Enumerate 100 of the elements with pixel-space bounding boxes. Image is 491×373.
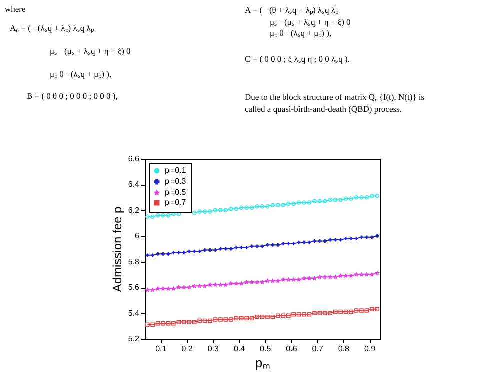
legend-label: pₗ=0.7 [165,198,187,207]
point [244,316,249,321]
point [198,318,202,324]
point [360,272,364,277]
point [150,214,155,219]
x-tick-label: 0.1 [156,344,168,354]
text: μₛ −(μₛ + λₛq + η + ξ) 0 [270,17,351,27]
point [323,311,328,316]
point [192,250,196,254]
point [203,284,208,288]
point [244,206,249,210]
point [338,310,343,314]
text: A = ( −(θ + λₛq + λₚ) λₛq λₚ [245,5,340,16]
point [234,207,239,212]
point [360,308,364,313]
point [302,200,306,205]
point [364,272,369,277]
point [375,307,380,312]
point [176,285,181,290]
point [281,203,286,208]
point [182,251,186,255]
point [208,282,212,287]
point [312,199,317,204]
point [307,276,312,280]
point [365,236,369,240]
point [240,282,244,286]
point [150,288,155,292]
point [156,286,160,291]
point [198,210,202,214]
point [213,318,218,322]
y-tick-label: 6 [135,232,140,241]
point [161,213,166,218]
point [244,280,249,284]
point [208,210,212,214]
text: called a quasi-birth-and-death (QBD) process. [245,104,402,114]
y-tick-label: 5.4 [128,308,140,318]
point [323,199,328,204]
point [239,206,244,210]
point [292,202,296,206]
point [323,275,328,280]
point [172,321,176,326]
point [302,276,306,280]
point [318,275,322,280]
point [250,206,254,210]
point [354,308,359,313]
point [276,243,280,247]
point [266,315,270,320]
point [297,278,302,282]
point [318,311,322,316]
point [281,314,286,318]
point [150,322,155,327]
point [276,279,280,283]
point [218,318,223,322]
point [292,278,296,282]
point [260,204,265,209]
point [370,272,374,277]
legend-label: pₗ=0.1 [165,166,187,175]
point [234,246,238,250]
point [334,275,338,280]
point [188,250,192,254]
point [224,318,228,322]
y-tick-label: 6.4 [128,180,140,190]
point [202,318,208,324]
point [364,195,370,200]
point [323,240,327,244]
point [256,244,260,248]
point [296,200,302,205]
text: A₀ = ( −(λₛq + λₚ) λₛq λₚ [10,23,95,34]
point [292,312,296,317]
point [271,243,275,247]
point [234,316,239,321]
line-series [146,271,380,292]
point [318,240,322,244]
text: C = ( 0 0 0 ; ξ λₛq η ; 0 0 λₛq ). [245,54,350,64]
point [192,210,197,216]
point [370,236,374,240]
point [270,203,276,208]
point [239,316,244,321]
point [166,286,171,291]
point [349,274,354,278]
point [370,307,374,312]
point [312,311,317,316]
point [333,310,338,314]
point [297,240,301,244]
point [328,198,333,202]
point [156,252,160,256]
point [276,314,280,318]
text: where [5,4,26,14]
point [161,286,166,291]
point [364,308,370,313]
point [229,318,234,322]
x-tick-label: 0.8 [338,344,350,354]
point [187,320,192,324]
point [255,204,260,209]
point [286,242,290,246]
point [302,240,306,244]
point [375,271,380,276]
point [360,195,364,200]
text: μₚ 0 −(λₛq + μₚ) ), [270,28,332,39]
point [213,208,218,213]
